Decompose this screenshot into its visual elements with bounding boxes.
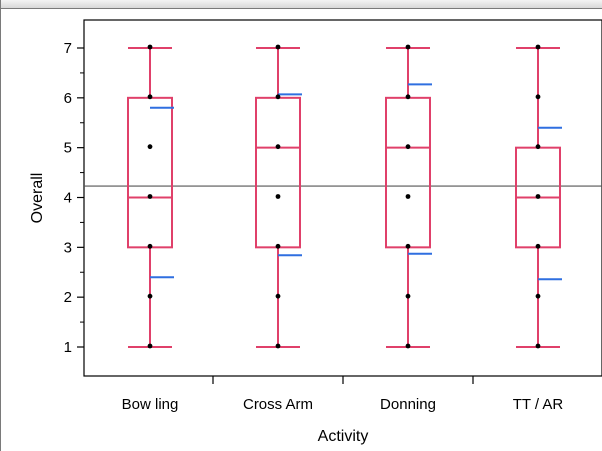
box-3	[385, 44, 432, 349]
data-point	[405, 293, 411, 299]
data-point	[405, 44, 411, 50]
data-point	[405, 243, 411, 249]
boxes-layer	[127, 44, 562, 349]
y-tick-label: 3	[64, 239, 72, 256]
data-point	[147, 243, 153, 249]
box-4	[515, 44, 562, 349]
y-axis: 1 2 3 4 5 6 7	[64, 40, 84, 356]
data-point	[275, 194, 281, 199]
data-point	[405, 343, 411, 349]
data-point	[275, 94, 281, 100]
box-1	[127, 44, 174, 349]
y-tick-label: 6	[64, 90, 72, 107]
data-point	[535, 293, 541, 299]
data-point	[275, 243, 281, 249]
x-axis: Bow ling Cross Arm Donning TT / AR	[122, 376, 564, 413]
data-point	[535, 94, 541, 100]
data-point	[405, 94, 411, 100]
y-tick-label: 4	[64, 190, 72, 207]
x-tick-label: Cross Arm	[243, 396, 313, 413]
window-left-edge	[0, 0, 1, 451]
x-axis-title: Activity	[318, 428, 369, 445]
data-point	[147, 293, 153, 299]
data-point	[275, 343, 281, 349]
x-tick-label: Bow ling	[122, 396, 179, 413]
data-point	[405, 194, 411, 199]
data-point	[535, 194, 541, 199]
x-tick-label: TT / AR	[513, 396, 564, 413]
x-tick-label: Donning	[380, 396, 436, 413]
box-2	[255, 44, 302, 349]
data-point	[535, 144, 541, 150]
data-point	[405, 144, 411, 150]
data-point	[535, 243, 541, 249]
data-point	[147, 94, 153, 100]
data-point	[147, 144, 153, 150]
data-point	[535, 343, 541, 349]
y-tick-label: 5	[64, 140, 72, 157]
data-point	[275, 293, 281, 299]
data-point	[275, 144, 281, 150]
data-point	[275, 44, 281, 50]
y-tick-label: 2	[64, 289, 72, 306]
data-point	[147, 343, 153, 349]
data-point	[147, 44, 153, 50]
window-top-edge	[0, 0, 602, 9]
y-tick-label: 1	[64, 339, 72, 356]
data-point	[535, 44, 541, 50]
y-tick-label: 7	[64, 40, 72, 57]
data-point	[147, 194, 153, 199]
y-axis-title: Overall	[29, 173, 46, 224]
